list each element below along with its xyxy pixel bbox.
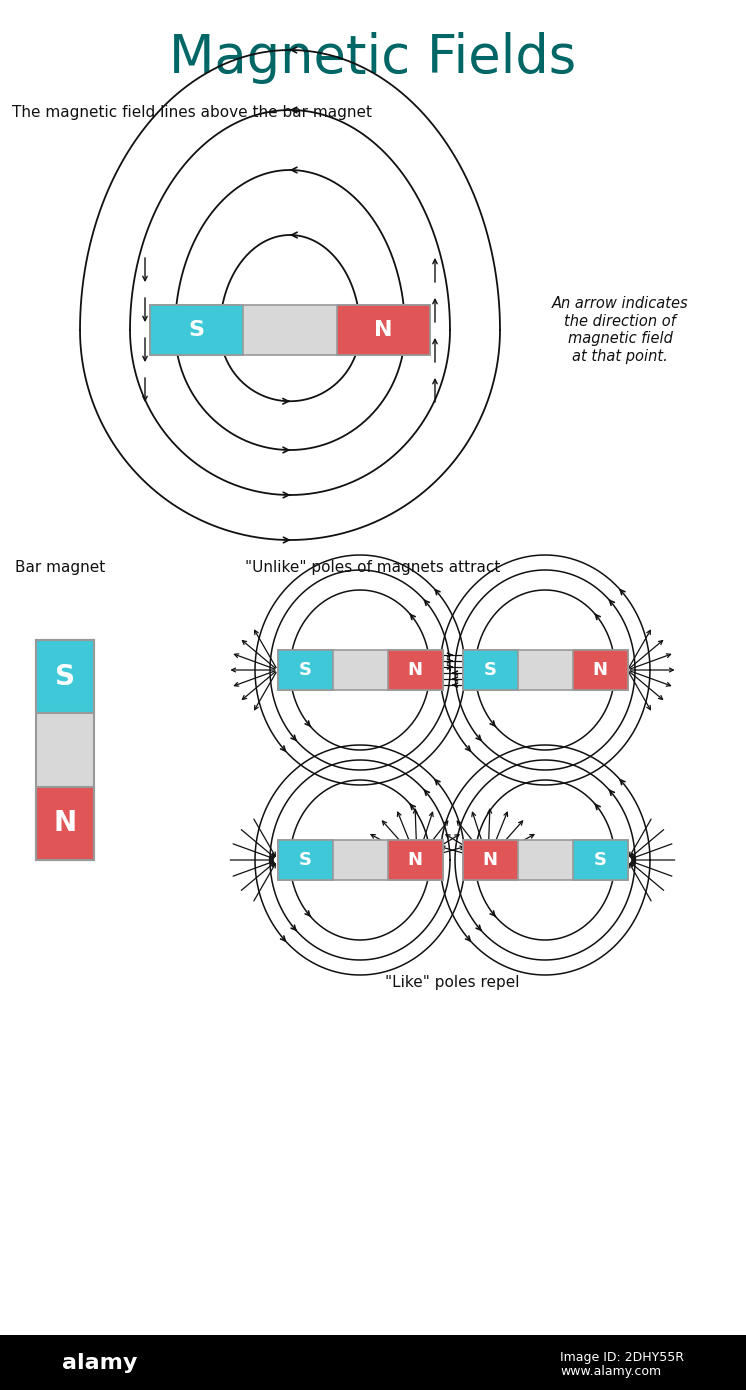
Bar — [278, 840, 333, 880]
Text: S: S — [55, 663, 75, 691]
Bar — [336, 304, 430, 354]
Text: N: N — [54, 809, 77, 837]
Text: "Like" poles repel: "Like" poles repel — [385, 974, 519, 990]
Text: The magnetic field lines above the bar magnet: The magnetic field lines above the bar m… — [12, 106, 372, 120]
Text: Magnetic Fields: Magnetic Fields — [169, 32, 577, 83]
Text: S: S — [189, 320, 204, 341]
Bar — [463, 840, 627, 880]
Text: alamy: alamy — [63, 1352, 138, 1373]
Text: S: S — [483, 662, 497, 678]
Text: "Unlike" poles of magnets attract: "Unlike" poles of magnets attract — [245, 560, 501, 575]
Text: Bar magnet: Bar magnet — [15, 560, 105, 575]
Bar — [36, 639, 94, 713]
Text: www.alamy.com: www.alamy.com — [560, 1365, 661, 1379]
Bar — [150, 304, 430, 354]
Bar — [36, 787, 94, 860]
Text: N: N — [483, 851, 498, 869]
Bar — [278, 840, 442, 880]
Bar — [36, 639, 94, 860]
Text: N: N — [407, 662, 422, 678]
Bar — [463, 651, 627, 689]
Bar — [387, 840, 442, 880]
Bar — [572, 840, 627, 880]
Bar — [0, 1334, 746, 1390]
Text: N: N — [592, 662, 607, 678]
Text: Image ID: 2DHY55R: Image ID: 2DHY55R — [560, 1351, 684, 1365]
Text: An arrow indicates
the direction of
magnetic field
at that point.: An arrow indicates the direction of magn… — [552, 296, 689, 364]
Bar — [572, 651, 627, 689]
Text: S: S — [298, 662, 312, 678]
Text: S: S — [298, 851, 312, 869]
Text: N: N — [407, 851, 422, 869]
Bar — [463, 840, 518, 880]
Bar — [278, 651, 333, 689]
Bar — [278, 651, 442, 689]
Text: S: S — [594, 851, 606, 869]
Bar — [150, 304, 243, 354]
Bar — [463, 651, 518, 689]
Bar — [387, 651, 442, 689]
Text: N: N — [374, 320, 392, 341]
